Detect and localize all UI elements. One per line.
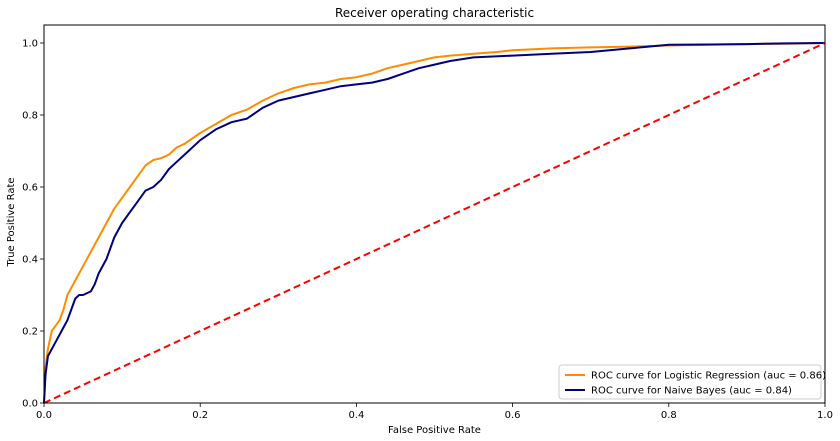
y-axis: 0.0 0.2 0.4 0.6 0.8 1.0: [22, 39, 44, 410]
plot-frame: [43, 24, 826, 404]
y-tick-label: 0.4: [22, 255, 38, 266]
legend: ROC curve for Logistic Regression (auc =…: [558, 364, 826, 400]
series-line-1: [43, 42, 826, 404]
x-axis-label: False Positive Rate: [388, 425, 481, 436]
x-tick-label: 0.6: [505, 410, 521, 421]
x-tick-label: 0.8: [661, 410, 677, 421]
x-tick-label: 0.0: [36, 410, 52, 421]
plot-area: [43, 42, 826, 404]
chart-title: Receiver operating characteristic: [335, 6, 534, 20]
diagonal-reference-line: [43, 42, 826, 404]
legend-box: [558, 364, 822, 400]
legend-entry: ROC curve for Naive Bayes (auc = 0.84): [591, 386, 792, 397]
y-tick-label: 0.6: [22, 183, 38, 194]
series-line-0: [43, 42, 826, 404]
x-tick-label: 1.0: [817, 410, 833, 421]
y-tick-label: 0.2: [22, 327, 38, 338]
x-tick-label: 0.4: [348, 410, 364, 421]
legend-entry: ROC curve for Logistic Regression (auc =…: [591, 371, 826, 382]
y-tick-label: 0.0: [22, 399, 38, 410]
y-axis-label: True Positive Rate: [6, 177, 17, 267]
x-tick-label: 0.2: [192, 410, 208, 421]
y-tick-label: 0.8: [22, 111, 38, 122]
x-axis: 0.0 0.2 0.4 0.6 0.8 1.0: [36, 403, 833, 421]
y-tick-label: 1.0: [22, 39, 38, 50]
